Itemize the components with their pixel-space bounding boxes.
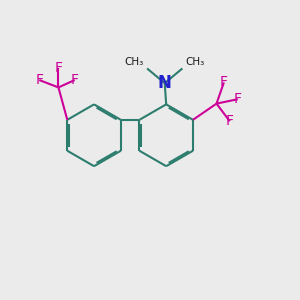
Text: F: F <box>54 61 62 75</box>
Text: N: N <box>158 74 172 92</box>
Text: F: F <box>35 73 43 87</box>
Text: CH₃: CH₃ <box>185 57 205 67</box>
Text: CH₃: CH₃ <box>125 57 144 67</box>
Text: F: F <box>226 114 234 128</box>
Text: F: F <box>234 92 242 106</box>
Text: F: F <box>70 73 79 87</box>
Text: F: F <box>220 75 228 89</box>
